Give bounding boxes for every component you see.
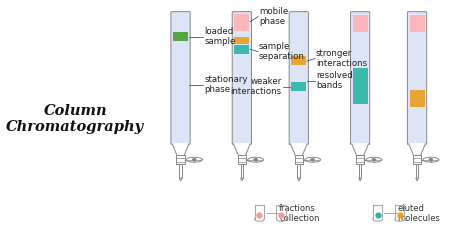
Circle shape xyxy=(429,159,433,161)
Polygon shape xyxy=(352,144,368,155)
Circle shape xyxy=(192,159,196,161)
Bar xyxy=(235,37,249,44)
Polygon shape xyxy=(409,144,425,155)
Bar xyxy=(359,164,362,178)
Circle shape xyxy=(372,159,375,161)
Bar xyxy=(416,164,419,178)
FancyBboxPatch shape xyxy=(171,12,190,145)
Polygon shape xyxy=(179,178,182,181)
FancyBboxPatch shape xyxy=(408,12,427,145)
Polygon shape xyxy=(186,157,202,162)
FancyBboxPatch shape xyxy=(350,12,370,145)
Polygon shape xyxy=(234,144,250,155)
Polygon shape xyxy=(240,178,243,181)
Text: weaker
interactions: weaker interactions xyxy=(230,77,282,96)
Bar xyxy=(410,90,425,107)
FancyBboxPatch shape xyxy=(232,12,252,145)
Bar xyxy=(298,164,300,178)
Text: loaded
sample: loaded sample xyxy=(204,27,236,46)
Text: Column
Chromatography: Column Chromatography xyxy=(6,104,145,134)
Polygon shape xyxy=(366,157,382,162)
Bar xyxy=(292,82,306,91)
Bar xyxy=(235,45,249,55)
Polygon shape xyxy=(416,178,419,181)
Text: stationary
phase: stationary phase xyxy=(204,75,248,94)
Circle shape xyxy=(254,159,257,161)
Polygon shape xyxy=(248,157,264,162)
Circle shape xyxy=(311,159,314,161)
Text: eluted
molecules: eluted molecules xyxy=(397,204,440,223)
Bar xyxy=(353,68,367,104)
Text: stronger
interactions: stronger interactions xyxy=(316,49,367,68)
Bar xyxy=(292,56,306,65)
Bar xyxy=(413,155,421,164)
Bar xyxy=(353,15,367,32)
Text: mobile
phase: mobile phase xyxy=(259,7,288,26)
FancyBboxPatch shape xyxy=(289,12,309,145)
Bar xyxy=(238,155,246,164)
Bar xyxy=(235,14,249,31)
Text: sample
separation: sample separation xyxy=(259,42,305,62)
Polygon shape xyxy=(172,144,189,155)
Text: resolved
bands: resolved bands xyxy=(316,71,353,91)
Polygon shape xyxy=(359,178,362,181)
Polygon shape xyxy=(423,157,439,162)
Bar xyxy=(356,155,364,164)
Polygon shape xyxy=(305,157,320,162)
Bar xyxy=(295,155,303,164)
Bar xyxy=(240,164,243,178)
Polygon shape xyxy=(298,178,300,181)
Bar xyxy=(173,32,188,41)
Bar xyxy=(179,164,182,178)
Text: fractions
collection: fractions collection xyxy=(279,204,319,223)
Bar xyxy=(176,155,185,164)
Bar xyxy=(410,15,425,32)
Polygon shape xyxy=(291,144,307,155)
